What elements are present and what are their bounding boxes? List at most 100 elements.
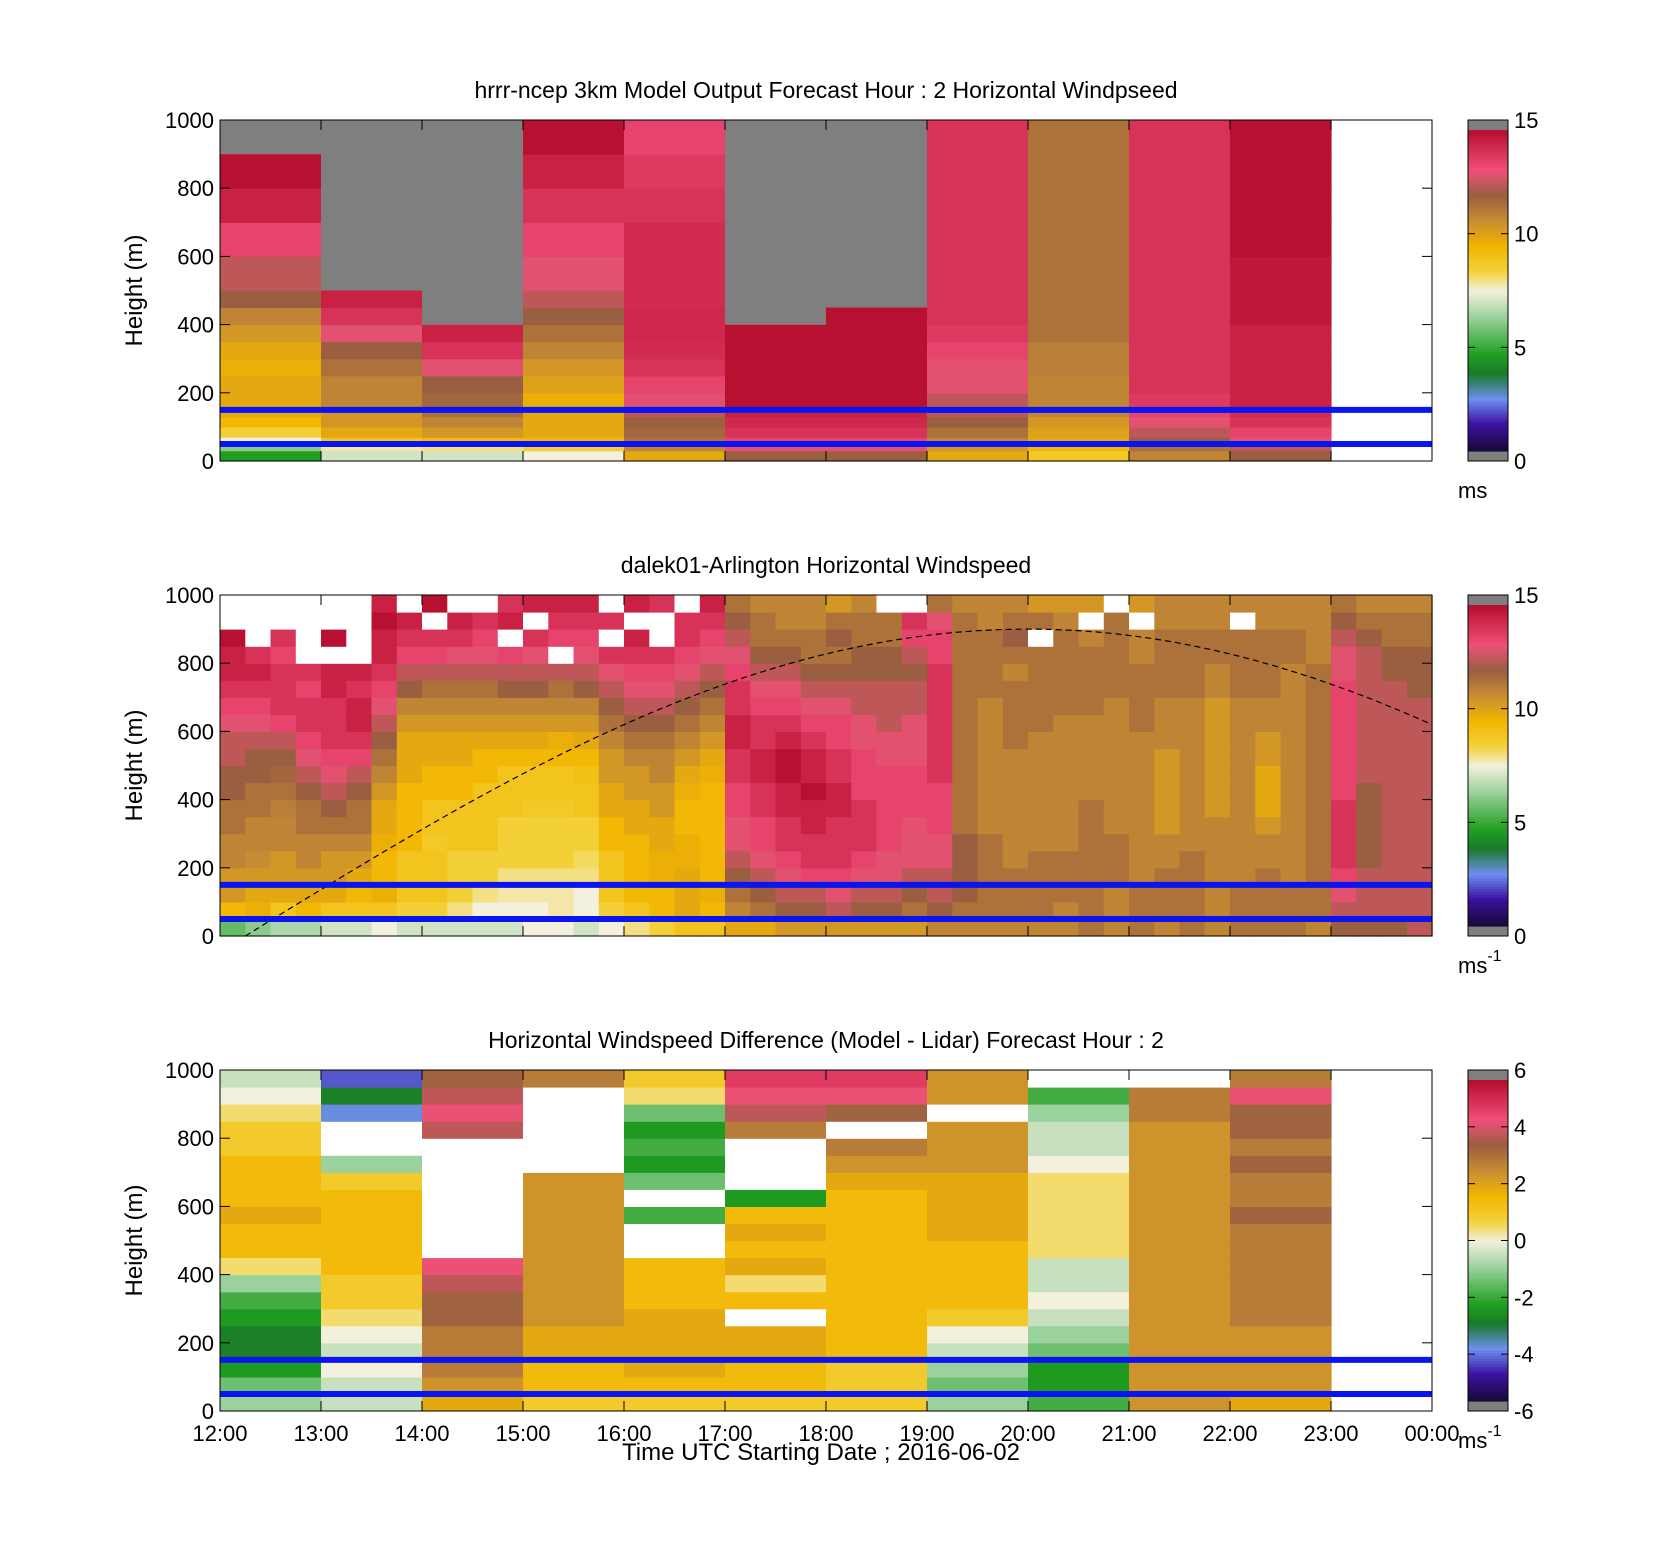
heat-cell — [523, 324, 625, 343]
heat-cell — [649, 799, 676, 818]
heat-cell — [624, 154, 726, 189]
colorbar-over-swatch — [1468, 1070, 1508, 1080]
heat-cell — [1002, 612, 1029, 630]
heat-cell — [775, 833, 802, 852]
colorbar-swatch — [1468, 666, 1508, 670]
colorbar-swatch — [1468, 1208, 1508, 1212]
heat-cell — [422, 782, 448, 801]
heat-cell — [472, 782, 499, 801]
y-tick-label: 800 — [177, 651, 214, 676]
colorbar-swatch — [1468, 314, 1508, 318]
heat-cell — [1129, 612, 1155, 630]
heat-cell — [497, 748, 524, 767]
colorbar-tick-label: -2 — [1514, 1285, 1534, 1310]
heat-cell — [598, 765, 625, 784]
colorbar-swatch — [1468, 170, 1508, 174]
heat-cell — [624, 256, 726, 292]
heat-cell — [1331, 919, 1357, 937]
heat-cell — [699, 731, 726, 750]
heat-cell — [699, 901, 726, 920]
colorbar-swatch — [1468, 736, 1508, 740]
heat-cell — [497, 901, 524, 920]
heat-cell — [1028, 256, 1130, 292]
heat-cell — [876, 646, 903, 664]
x-tick-label: 19:00 — [899, 1421, 954, 1446]
heat-cell — [422, 1274, 524, 1293]
heat-cell — [725, 680, 751, 698]
heat-cell — [1028, 1308, 1130, 1327]
heat-cell — [1230, 748, 1256, 767]
heat-cell — [1078, 663, 1105, 681]
heat-cell — [725, 612, 751, 630]
heat-cell — [1406, 731, 1433, 750]
heat-cell — [447, 799, 474, 818]
colorbar-swatch — [1468, 1133, 1508, 1137]
colorbar-swatch — [1468, 285, 1508, 289]
heat-cell — [1103, 629, 1130, 647]
heat-cell — [800, 816, 827, 835]
heat-cell — [295, 816, 322, 835]
heat-cell — [523, 1087, 625, 1105]
colorbar-swatch — [1468, 1090, 1508, 1094]
heat-cell — [1230, 341, 1332, 360]
heat-cell — [321, 663, 347, 681]
heat-cell — [346, 748, 373, 767]
heat-cell — [371, 714, 398, 732]
heat-cell — [624, 901, 650, 920]
x-tick-label: 22:00 — [1202, 1421, 1257, 1446]
heat-cell — [977, 765, 1004, 784]
colorbar-swatch — [1468, 258, 1508, 262]
heat-cell — [447, 884, 474, 903]
heat-cell — [775, 765, 802, 784]
heat-cell — [548, 816, 575, 835]
colorbar-swatch — [1468, 904, 1508, 908]
heat-cell — [270, 731, 297, 750]
heat-cell — [725, 450, 827, 462]
heat-cell — [624, 697, 650, 715]
y-tick-label: 1000 — [165, 108, 214, 133]
heat-cell — [826, 765, 852, 784]
colorbar-swatch — [1468, 808, 1508, 812]
heat-cell — [1028, 358, 1130, 377]
heat-cell — [472, 901, 499, 920]
heat-cell — [952, 765, 979, 784]
heat-cell — [1179, 646, 1206, 664]
missing-data-cell — [826, 120, 928, 308]
heat-cell — [295, 919, 322, 937]
heat-cell — [750, 680, 777, 698]
heat-cell — [1028, 901, 1054, 920]
heat-cell — [1053, 697, 1080, 715]
colorbar-swatch — [1468, 1096, 1508, 1100]
colorbar-swatch — [1468, 821, 1508, 825]
heat-cell — [422, 1070, 524, 1088]
heat-cell — [270, 833, 297, 852]
heat-cell — [523, 1291, 625, 1310]
colorbar-swatch — [1468, 360, 1508, 364]
heat-cell — [699, 867, 726, 886]
colorbar-swatch — [1468, 883, 1508, 887]
heat-cell — [624, 437, 726, 445]
heat-cell — [851, 765, 878, 784]
heat-cell — [472, 663, 499, 681]
heat-cell — [1053, 731, 1080, 750]
heat-cell — [1129, 799, 1155, 818]
colorbar-swatch — [1468, 215, 1508, 219]
colorbar-swatch — [1468, 1181, 1508, 1185]
heat-cell — [321, 1359, 423, 1378]
heat-cell — [1406, 850, 1433, 869]
colorbar-swatch — [1468, 1259, 1508, 1263]
heat-cell — [321, 919, 347, 937]
heat-cell — [1129, 1240, 1231, 1259]
heat-cell — [422, 1223, 524, 1242]
heat-cell — [1028, 1257, 1130, 1276]
heat-cell — [1230, 324, 1332, 343]
x-tick-label: 13:00 — [293, 1421, 348, 1446]
colorbar-swatch — [1468, 370, 1508, 375]
heat-cell — [927, 1104, 1029, 1122]
heat-cell — [699, 697, 726, 715]
solar-elevation-curve — [244, 628, 1433, 937]
heat-cell — [1230, 1189, 1332, 1207]
colorbar-swatch — [1468, 867, 1508, 871]
colorbar-swatch — [1468, 148, 1508, 152]
heat-cell — [1356, 901, 1383, 920]
